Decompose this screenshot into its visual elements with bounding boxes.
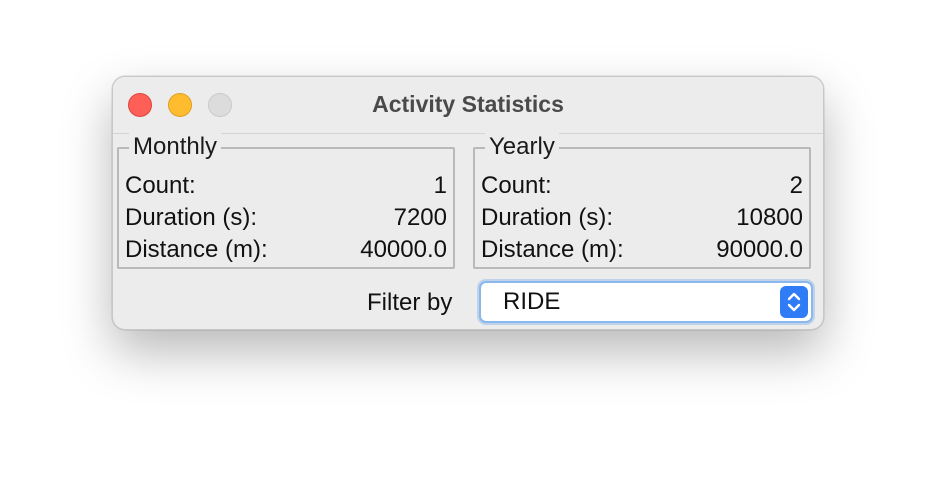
monthly-distance-row: Distance (m): 40000.0 bbox=[125, 234, 447, 266]
yearly-count-label: Count: bbox=[481, 172, 552, 199]
window-title: Activity Statistics bbox=[372, 91, 564, 117]
yearly-count-value: 2 bbox=[789, 172, 803, 199]
monthly-stats-panel: Monthly Count: 1 Duration (s): 7200 Dist… bbox=[117, 132, 455, 269]
yearly-stats-panel: Yearly Count: 2 Duration (s): 10800 Dist… bbox=[473, 132, 811, 269]
yearly-duration-row: Duration (s): 10800 bbox=[481, 202, 803, 234]
yearly-distance-label: Distance (m): bbox=[481, 236, 624, 263]
activity-statistics-window: Activity Statistics Monthly Count: 1 Dur… bbox=[112, 76, 824, 330]
up-down-chevron-icon[interactable] bbox=[780, 286, 808, 318]
monthly-count-row: Count: 1 bbox=[125, 170, 447, 202]
yearly-distance-row: Distance (m): 90000.0 bbox=[481, 234, 803, 266]
monthly-duration-row: Duration (s): 7200 bbox=[125, 202, 447, 234]
activity-type-select[interactable]: RIDE bbox=[479, 281, 813, 323]
monthly-count-value: 1 bbox=[433, 172, 447, 199]
activity-type-selected-value: RIDE bbox=[503, 288, 561, 315]
title-bar[interactable]: Activity Statistics bbox=[113, 77, 823, 134]
monthly-panel-title: Monthly bbox=[129, 132, 222, 162]
monthly-count-label: Count: bbox=[125, 172, 196, 199]
monthly-distance-label: Distance (m): bbox=[125, 236, 268, 263]
monthly-duration-value: 7200 bbox=[393, 204, 447, 231]
minimize-window-button[interactable] bbox=[168, 93, 192, 117]
yearly-count-row: Count: 2 bbox=[481, 170, 803, 202]
close-window-button[interactable] bbox=[128, 93, 152, 117]
yearly-distance-value: 90000.0 bbox=[716, 236, 803, 263]
maximize-window-button[interactable] bbox=[208, 93, 232, 117]
yearly-duration-label: Duration (s): bbox=[481, 204, 614, 231]
yearly-panel-title: Yearly bbox=[485, 132, 559, 162]
filter-by-label: Filter by bbox=[367, 289, 453, 316]
yearly-duration-value: 10800 bbox=[736, 204, 803, 231]
monthly-duration-label: Duration (s): bbox=[125, 204, 258, 231]
monthly-distance-value: 40000.0 bbox=[360, 236, 447, 263]
